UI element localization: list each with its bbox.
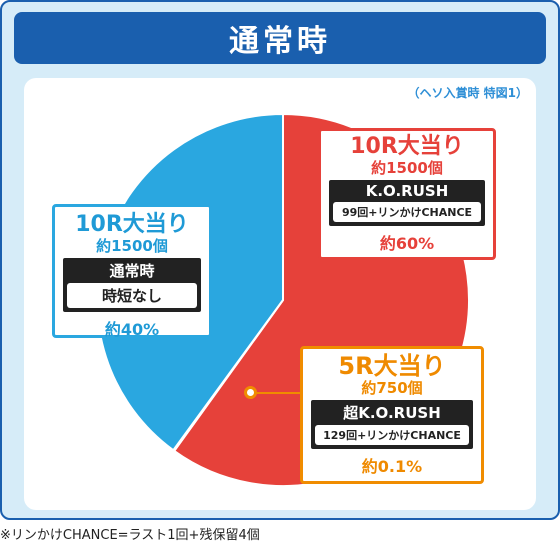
orange-mode-label: 超K.O.RUSH [343,404,441,423]
page-title: 通常時 [14,12,546,64]
red-mode-detail: 99回+リンかけCHANCE [333,202,481,223]
orange-title: 5R大当り [338,352,446,380]
blue-percent: 約40% [104,320,160,340]
blue-title: 10R大当り [75,212,189,237]
orange-mode-detail: 129回+リンかけCHANCE [315,425,469,446]
orange-percent: 約0.1% [361,457,423,477]
blue-mode: 通常時 時短なし [63,258,201,313]
red-payout: 約1500個 [371,159,443,178]
slice-label-blue: 10R大当り 約1500個 通常時 時短なし 約40% [52,204,212,340]
blue-mode-detail: 時短なし [67,283,197,309]
orange-payout: 約750個 [361,379,423,398]
blue-payout: 約1500個 [96,237,168,256]
blue-mode-label: 通常時 [109,262,155,281]
orange-connector-line [252,392,302,394]
slice-label-orange: 5R大当り 約750個 超K.O.RUSH 129回+リンかけCHANCE 約0… [300,346,484,484]
orange-connector-dot [244,386,257,399]
slice-label-red: 10R大当り 約1500個 K.O.RUSH 99回+リンかけCHANCE 約6… [318,128,496,260]
source-note: （ヘソ入賞時 特図1） [407,86,528,100]
red-mode-label: K.O.RUSH [365,182,449,201]
orange-mode: 超K.O.RUSH 129回+リンかけCHANCE [311,400,473,450]
red-percent: 約60% [379,234,435,254]
red-mode: K.O.RUSH 99回+リンかけCHANCE [329,180,485,227]
red-title: 10R大当り [350,134,464,159]
footnote: ※リンかけCHANCE=ラスト1回+残保留4個 [0,528,260,543]
